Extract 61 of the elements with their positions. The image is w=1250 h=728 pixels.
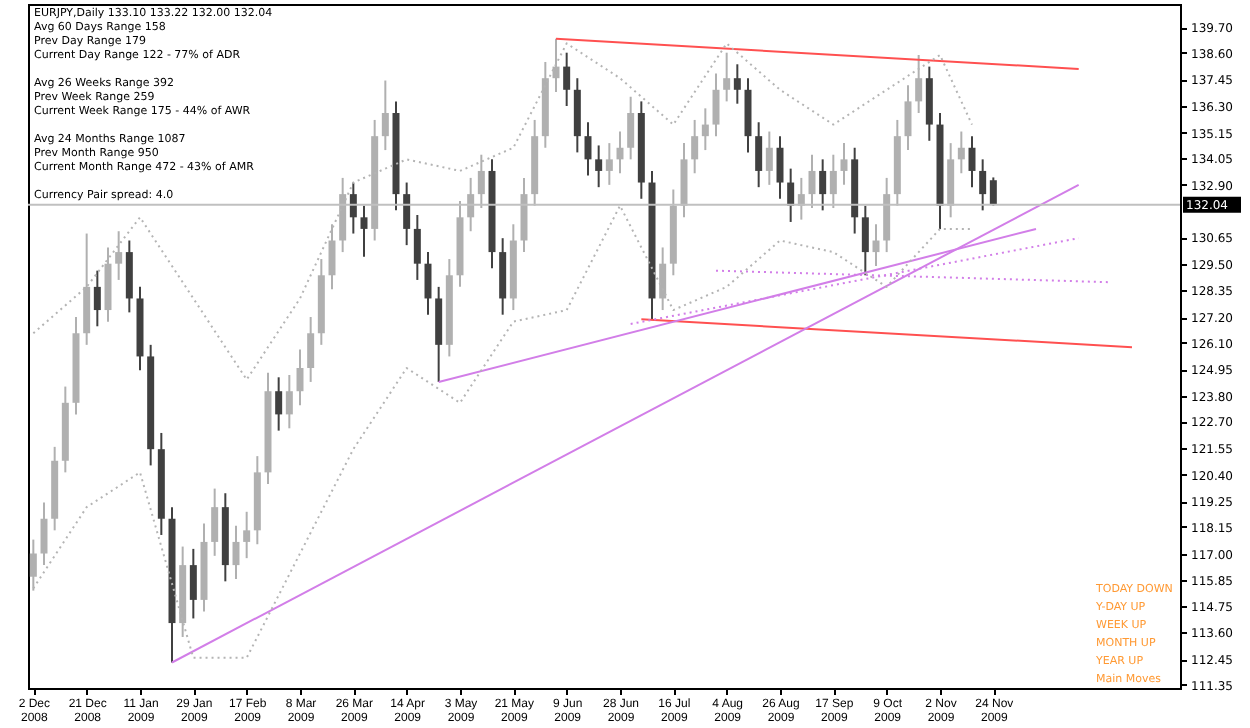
candlestick <box>339 176 347 254</box>
candlestick <box>40 501 48 567</box>
candlestick <box>733 63 741 105</box>
candlestick <box>275 376 283 432</box>
candlestick <box>979 158 987 212</box>
candlestick <box>520 176 528 254</box>
candlestick <box>680 142 688 219</box>
candlestick <box>125 239 133 314</box>
candlestick <box>627 95 635 161</box>
candlestick <box>573 77 581 154</box>
candlestick <box>232 524 240 581</box>
candlestick <box>115 230 123 281</box>
candlestick <box>83 232 91 346</box>
candlestick <box>808 153 816 210</box>
candlestick <box>403 181 411 247</box>
candlestick <box>285 373 293 430</box>
candlestick <box>605 142 613 186</box>
candlestick <box>189 547 197 620</box>
candlestick <box>819 158 827 212</box>
candlestick <box>296 348 304 407</box>
candlestick <box>883 176 891 254</box>
candlestick <box>776 135 784 200</box>
candlestick <box>360 204 368 258</box>
candlestick <box>787 167 795 223</box>
candlestick <box>765 130 773 186</box>
candlestick <box>435 285 443 383</box>
candlestick <box>840 142 848 186</box>
candlestick <box>968 135 976 189</box>
candlestick <box>691 118 699 175</box>
candlestick <box>499 237 507 316</box>
candlestick <box>584 121 592 177</box>
candlestick <box>563 51 571 108</box>
candlestick <box>616 130 624 175</box>
candlestick <box>413 214 421 281</box>
candlestick <box>829 153 837 210</box>
candlestick <box>861 204 869 277</box>
candlestick <box>712 72 720 138</box>
candlestick <box>104 246 112 323</box>
candlestick <box>477 153 485 210</box>
candlestick <box>915 54 923 114</box>
candlestick <box>595 144 603 189</box>
candlestick <box>243 510 251 560</box>
candlestick <box>328 223 336 291</box>
candlestick <box>872 223 880 268</box>
candlestick <box>755 121 763 189</box>
candlestick <box>947 142 955 219</box>
candlestick <box>211 487 219 557</box>
candlestick <box>701 107 709 152</box>
candlestick <box>349 181 357 235</box>
candlestick <box>659 246 667 312</box>
candlestick <box>307 316 315 383</box>
candlestick <box>957 130 965 175</box>
candlestick <box>744 77 752 154</box>
candlestick <box>723 51 731 103</box>
candlestick <box>93 269 101 328</box>
candlestick <box>424 251 432 316</box>
candlestick <box>989 176 997 207</box>
candlestick <box>925 65 933 142</box>
candlestick <box>381 79 389 152</box>
candlestick <box>467 176 475 233</box>
candlestick <box>904 84 912 152</box>
